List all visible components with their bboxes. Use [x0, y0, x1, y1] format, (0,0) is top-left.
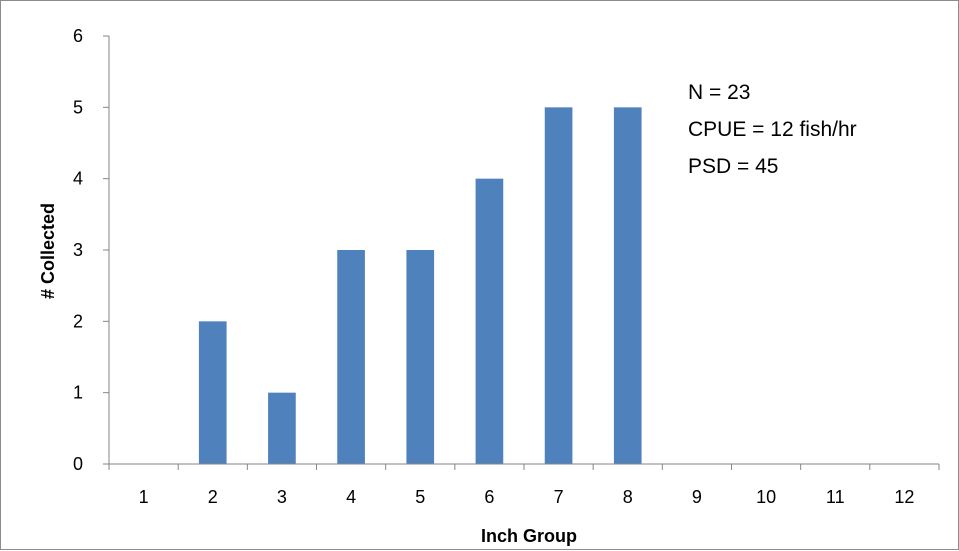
x-tick-label: 2 — [208, 487, 218, 507]
bars — [198, 107, 642, 464]
x-axis-ticks: 1 2 3 4 5 6 7 8 9 10 11 12 — [108, 464, 940, 507]
annotation-cpue: CPUE = 12 fish/hr — [688, 118, 857, 141]
y-tick-label: 4 — [73, 169, 83, 189]
bar-inch-group-6 — [475, 178, 504, 464]
y-axis-title: # Collected — [38, 203, 58, 299]
x-tick-label: 10 — [756, 487, 776, 507]
bar-inch-group-2 — [198, 321, 227, 464]
x-tick-label: 5 — [415, 487, 425, 507]
x-tick-label: 4 — [346, 487, 356, 507]
y-tick-label: 6 — [73, 26, 83, 46]
y-tick-label: 2 — [73, 311, 83, 331]
x-tick-label: 8 — [623, 487, 633, 507]
y-tick-label: 5 — [73, 97, 83, 117]
annotation-psd: PSD = 45 — [688, 155, 778, 178]
x-tick-label: 3 — [277, 487, 287, 507]
x-tick-label: 12 — [894, 487, 914, 507]
y-axis-ticks: 0 1 2 3 4 5 6 — [73, 26, 109, 474]
bar-inch-group-7 — [544, 107, 573, 464]
annotation-n: N = 23 — [688, 81, 750, 104]
x-tick-label: 11 — [826, 487, 845, 507]
y-tick-label: 3 — [73, 240, 83, 260]
y-tick-label: 1 — [73, 383, 83, 403]
x-axis-title: Inch Group — [481, 526, 577, 546]
x-tick-label: 6 — [484, 487, 494, 507]
annotation-group: N = 23 CPUE = 12 fish/hr PSD = 45 — [688, 81, 857, 178]
x-tick-label: 1 — [139, 487, 149, 507]
x-tick-label: 7 — [554, 487, 564, 507]
bar-inch-group-5 — [406, 250, 435, 464]
bar-inch-group-8 — [613, 107, 642, 464]
bar-inch-group-4 — [337, 250, 365, 464]
y-tick-label: 0 — [73, 454, 83, 474]
x-tick-label: 9 — [692, 487, 702, 507]
bar-inch-group-3 — [268, 392, 296, 464]
